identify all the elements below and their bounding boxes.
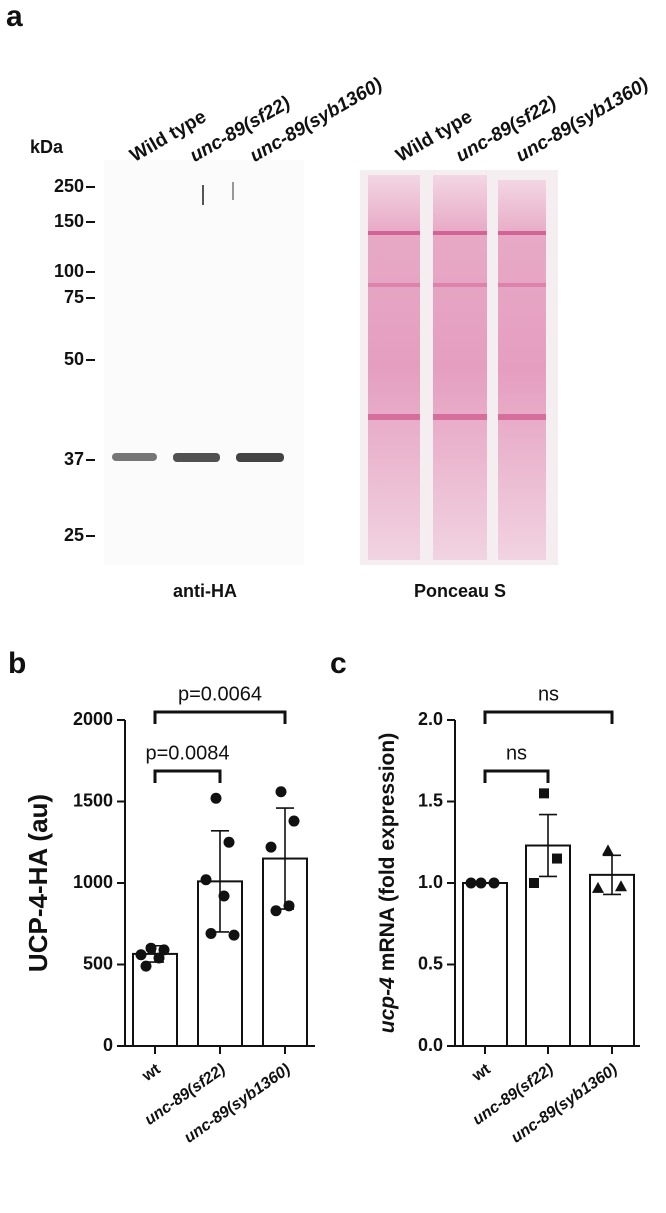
band (173, 453, 220, 462)
point (275, 786, 287, 798)
point (488, 877, 500, 889)
point (205, 928, 217, 940)
band (112, 453, 157, 461)
band (236, 453, 284, 462)
bar (589, 873, 635, 1047)
point (552, 853, 562, 864)
point (228, 929, 240, 941)
band (368, 283, 546, 287)
panel-label: c (330, 647, 347, 680)
marker-label: 250 (54, 176, 84, 196)
significance-label: ns (538, 683, 559, 705)
y-tick-label: 1.5 (418, 790, 443, 810)
significance-label: p=0.0064 (178, 683, 262, 705)
y-tick-label: 0 (103, 1035, 113, 1055)
point (602, 844, 614, 856)
point (529, 878, 539, 888)
point (270, 905, 282, 917)
point (475, 877, 487, 889)
point (158, 944, 170, 956)
caption: anti-HA (173, 581, 237, 601)
marker-label: 75 (64, 287, 84, 307)
point (592, 881, 604, 893)
lane (498, 180, 546, 560)
bar (462, 882, 508, 1047)
point (145, 942, 157, 954)
y-axis-label-italic: ucp-4 (376, 977, 399, 1033)
y-axis-label: UCP-4-HA (au) (23, 794, 53, 972)
point (210, 792, 222, 804)
y-tick-label: 2.0 (418, 709, 443, 729)
point (265, 841, 277, 853)
error-bar (539, 813, 557, 878)
significance-bracket (153, 769, 222, 783)
point (465, 877, 477, 889)
significance-bracket (483, 710, 614, 724)
gap (487, 170, 498, 565)
lane (368, 175, 420, 560)
y-tick-label: 1000 (73, 872, 113, 892)
marker-label: 100 (54, 261, 84, 281)
point (153, 952, 165, 964)
y-tick-label: 500 (83, 953, 113, 973)
marker-label: 50 (64, 349, 84, 369)
y-tick-label: 0.0 (418, 1035, 443, 1055)
significance-bracket (483, 769, 550, 783)
point (283, 900, 295, 912)
bar (132, 952, 178, 1048)
y-axis-label-text: UCP-4-HA (au) (23, 794, 53, 972)
gap (420, 170, 433, 565)
band (368, 414, 546, 420)
marker-label: 25 (64, 525, 84, 545)
y-tick-label: 0.5 (418, 953, 443, 973)
band (368, 231, 546, 235)
lane (433, 175, 487, 560)
y-axis-label-rest: mRNA (fold expression) (376, 733, 399, 971)
panel-label: b (8, 647, 26, 680)
y-tick-label: 1.0 (418, 872, 443, 892)
unit-label: kDa (30, 137, 64, 157)
point (218, 890, 230, 902)
significance-bracket (153, 710, 287, 724)
caption: Ponceau S (414, 581, 506, 601)
blot (104, 160, 304, 565)
significance-label: ns (506, 742, 527, 764)
point (539, 788, 549, 799)
point (140, 960, 152, 972)
y-tick-label: 2000 (73, 709, 113, 729)
marker-label: 37 (64, 449, 84, 469)
point (615, 880, 627, 892)
significance-label: p=0.0084 (146, 742, 230, 764)
panel-label: a (6, 0, 23, 33)
point (200, 874, 212, 886)
point (135, 949, 147, 961)
y-axis-label: ucp-4 mRNA (fold expression) (376, 733, 399, 1033)
point (288, 815, 300, 827)
point (223, 836, 235, 848)
y-tick-label: 1500 (73, 790, 113, 810)
marker-label: 150 (54, 211, 84, 231)
